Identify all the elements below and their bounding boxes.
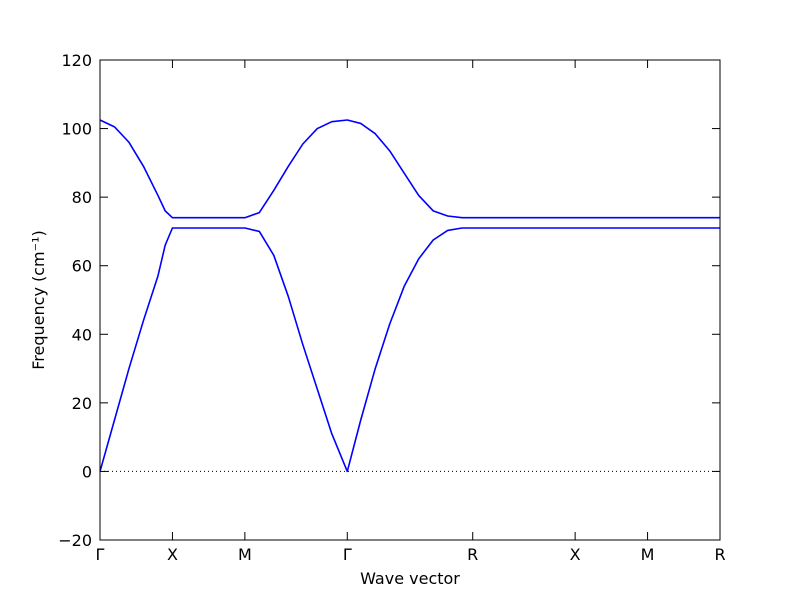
band-line — [99, 227, 720, 473]
y-tick-label: 60 — [72, 257, 92, 276]
x-tick-label: Γ — [343, 545, 352, 564]
y-tick-label: 80 — [72, 188, 92, 207]
y-tick-label: 120 — [61, 51, 92, 70]
x-tick-label: X — [167, 545, 178, 564]
y-tick-label: 0 — [82, 462, 92, 481]
y-tick-label: 40 — [72, 325, 92, 344]
x-tick-label: R — [467, 545, 478, 564]
plot-frame — [99, 59, 721, 541]
x-axis-label: Wave vector — [360, 569, 460, 588]
y-axis-label: Frequency (cm⁻¹) — [29, 230, 48, 369]
x-tick-label: X — [570, 545, 581, 564]
band-line — [99, 119, 720, 219]
y-tick-label: 100 — [61, 120, 92, 139]
x-tick-label: M — [641, 545, 655, 564]
x-tick-label: M — [238, 545, 252, 564]
x-tick-label: R — [714, 545, 725, 564]
y-tick-label: 20 — [72, 394, 92, 413]
x-tick-label: Γ — [96, 545, 105, 564]
y-tick-label: −20 — [58, 531, 92, 550]
